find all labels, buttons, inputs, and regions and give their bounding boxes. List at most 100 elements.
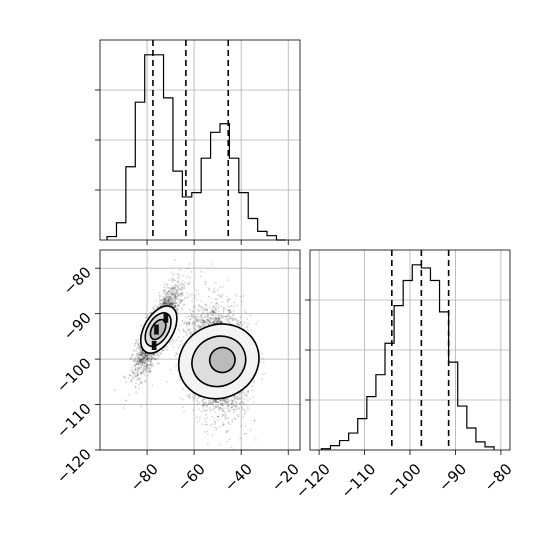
scatter-point xyxy=(231,314,234,317)
scatter-point xyxy=(137,367,140,369)
scatter-point xyxy=(218,310,221,312)
scatter-point xyxy=(140,370,143,373)
scatter-point xyxy=(188,276,191,279)
scatter-point xyxy=(144,357,146,360)
scatter-point xyxy=(208,295,210,298)
scatter-point xyxy=(231,406,233,409)
scatter-point xyxy=(142,352,144,355)
scatter-point xyxy=(136,355,139,358)
scatter-point xyxy=(150,358,153,361)
scatter-point xyxy=(133,344,136,347)
scatter-point xyxy=(165,299,167,301)
scatter-point xyxy=(136,370,138,373)
scatter-point xyxy=(136,360,139,363)
scatter-point xyxy=(224,413,227,416)
scatter-point xyxy=(137,344,140,346)
scatter-point xyxy=(148,364,150,366)
scatter-point xyxy=(244,394,246,397)
scatter-point xyxy=(146,314,149,317)
top-hist-bin xyxy=(229,158,238,240)
scatter-point xyxy=(138,357,140,359)
scatter-point xyxy=(171,294,174,296)
scatter-point xyxy=(202,309,205,312)
scatter-point xyxy=(140,372,143,375)
right-hist-bin xyxy=(458,406,467,450)
scatter-point xyxy=(187,394,190,396)
scatter-point xyxy=(145,366,148,369)
scatter-point xyxy=(142,365,144,368)
scatter-point xyxy=(152,307,155,310)
scatter-point xyxy=(139,347,142,350)
scatter-point xyxy=(174,294,177,297)
scatter-point xyxy=(135,338,138,341)
scatter-point xyxy=(221,300,224,303)
scatter-point xyxy=(150,312,152,314)
scatter-point xyxy=(164,300,167,303)
scatter-point xyxy=(174,279,176,282)
scatter-point xyxy=(177,328,180,330)
scatter-point xyxy=(143,356,146,359)
scatter-point xyxy=(215,400,218,403)
scatter-point xyxy=(182,284,185,287)
scatter-point xyxy=(142,352,145,354)
scatter-point xyxy=(198,401,201,404)
scatter-point xyxy=(141,361,144,364)
scatter-point xyxy=(217,318,220,321)
scatter-point xyxy=(145,365,148,368)
scatter-point xyxy=(215,427,218,429)
scatter-point xyxy=(180,284,182,287)
scatter-point xyxy=(181,298,184,301)
scatter-point xyxy=(145,371,147,373)
scatter-point xyxy=(153,353,156,356)
scatter-point xyxy=(167,296,170,298)
scatter-point xyxy=(179,344,182,346)
scatter-point xyxy=(168,290,170,292)
scatter-point xyxy=(198,408,200,411)
scatter-point xyxy=(199,325,202,328)
scatter-point xyxy=(221,424,224,427)
scatter-point xyxy=(181,339,183,342)
scatter-point xyxy=(149,363,152,365)
scatter-point xyxy=(200,317,203,319)
scatter-point xyxy=(146,364,148,367)
scatter-point xyxy=(209,322,212,325)
scatter-point xyxy=(145,367,148,370)
scatter-point xyxy=(134,385,137,388)
scatter-point xyxy=(243,309,246,312)
scatter-point xyxy=(145,358,148,361)
scatter-point xyxy=(166,303,168,306)
scatter-point xyxy=(145,353,148,356)
scatter-point xyxy=(143,366,145,369)
scatter-point xyxy=(214,400,217,403)
scatter-point xyxy=(163,299,166,301)
scatter-point xyxy=(171,303,174,305)
scatter-point xyxy=(152,364,155,367)
scatter-point xyxy=(213,288,216,290)
scatter-point xyxy=(213,312,216,314)
scatter-point xyxy=(139,353,141,356)
scatter-point xyxy=(171,296,174,299)
scatter-point xyxy=(206,308,209,311)
scatter-point xyxy=(243,398,246,400)
scatter-point xyxy=(213,426,216,429)
scatter-point xyxy=(187,283,190,286)
scatter-point xyxy=(142,359,145,362)
scatter-point xyxy=(150,356,153,359)
scatter-point xyxy=(228,314,230,316)
scatter-point xyxy=(171,338,174,341)
scatter-point xyxy=(139,351,142,353)
scatter-point xyxy=(138,366,141,369)
scatter-point xyxy=(134,368,137,370)
scatter-point xyxy=(186,292,188,294)
scatter-point xyxy=(131,367,133,369)
scatter-point xyxy=(144,316,147,319)
scatter-point xyxy=(138,378,141,381)
scatter-point xyxy=(134,375,137,377)
scatter-point xyxy=(209,399,212,401)
scatter-point xyxy=(156,362,159,365)
scatter-point xyxy=(139,360,142,363)
scatter-point xyxy=(164,296,167,299)
scatter-point xyxy=(183,410,185,412)
scatter-point xyxy=(164,289,167,292)
scatter-point xyxy=(146,360,149,362)
